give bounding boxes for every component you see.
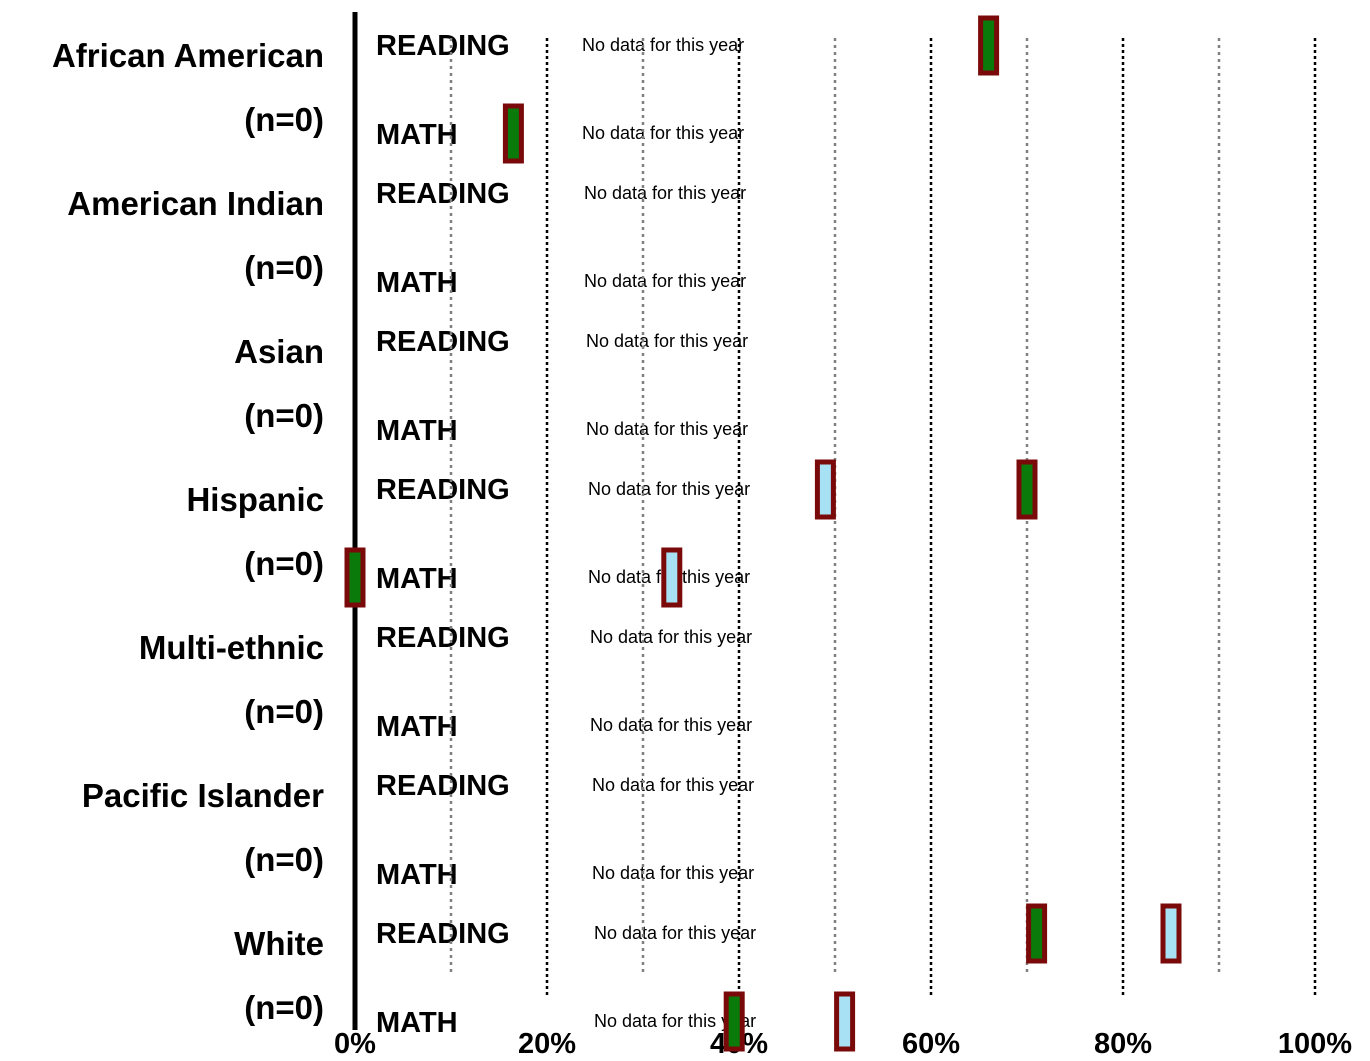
no-data-label-4-1: No data for this year <box>590 715 753 735</box>
no-data-label-3-0: No data for this year <box>588 479 751 499</box>
no-data-label-2-0: No data for this year <box>586 331 749 351</box>
marker-3-1-0 <box>344 547 366 608</box>
marker-6-0-0 <box>1026 903 1048 964</box>
x-tick-label-3: 60% <box>901 1028 961 1060</box>
no-data-label-4-0: No data for this year <box>590 627 753 647</box>
group-n-label-2: (n=0) <box>244 397 324 434</box>
group-n-label-5: (n=0) <box>244 841 324 878</box>
no-data-label-5-0: No data for this year <box>592 775 755 795</box>
group-label-0: African American <box>51 37 324 74</box>
marker-0-1-0 <box>502 103 524 164</box>
marker-3-0-1 <box>1016 459 1038 520</box>
marker-6-0-1 <box>1160 903 1182 964</box>
marker-3-0-0 <box>814 459 836 520</box>
subject-label-5-0: READING <box>376 770 510 802</box>
no-data-label-5-1: No data for this year <box>592 863 755 883</box>
group-label-1: American Indian <box>67 185 324 222</box>
subject-label-4-1: MATH <box>376 711 458 743</box>
marker-6-1-1 <box>834 991 856 1052</box>
subject-label-3-0: READING <box>376 474 510 506</box>
subject-label-0-1: MATH <box>376 119 458 151</box>
group-label-4: Multi-ethnic <box>138 629 324 666</box>
x-tick-label-5: 100% <box>1277 1028 1353 1060</box>
group-n-label-0: (n=0) <box>244 101 324 138</box>
no-data-label-0-1: No data for this year <box>582 123 745 143</box>
subject-label-4-0: READING <box>376 622 510 654</box>
subject-label-1-0: READING <box>376 178 510 210</box>
group-label-5: Pacific Islander <box>81 777 324 814</box>
marker-6-1-0 <box>723 991 745 1052</box>
subject-label-2-0: READING <box>376 326 510 358</box>
group-n-label-3: (n=0) <box>244 545 324 582</box>
subject-label-2-1: MATH <box>376 415 458 447</box>
group-n-label-6: (n=0) <box>244 989 324 1026</box>
group-label-3: Hispanic <box>186 481 324 518</box>
group-label-2: Asian <box>234 333 324 370</box>
marker-0-0-0 <box>978 15 1000 76</box>
marker-3-1-1 <box>661 547 683 608</box>
group-label-6: White <box>234 925 324 962</box>
no-data-label-1-0: No data for this year <box>584 183 747 203</box>
no-data-label-6-0: No data for this year <box>594 923 757 943</box>
group-n-label-4: (n=0) <box>244 693 324 730</box>
subject-label-3-1: MATH <box>376 563 458 595</box>
x-tick-label-4: 80% <box>1093 1028 1153 1060</box>
no-data-label-1-1: No data for this year <box>584 271 747 291</box>
subject-label-6-1: MATH <box>376 1007 458 1039</box>
no-data-label-6-1: No data for this year <box>594 1011 757 1031</box>
x-tick-label-0: 0% <box>334 1028 376 1060</box>
subject-label-6-0: READING <box>376 918 510 950</box>
subject-label-0-0: READING <box>376 30 510 62</box>
x-tick-label-1: 20% <box>517 1028 577 1060</box>
subject-label-1-1: MATH <box>376 267 458 299</box>
group-n-label-1: (n=0) <box>244 249 324 286</box>
subject-label-5-1: MATH <box>376 859 458 891</box>
no-data-label-2-1: No data for this year <box>586 419 749 439</box>
no-data-label-0-0: No data for this year <box>582 35 745 55</box>
